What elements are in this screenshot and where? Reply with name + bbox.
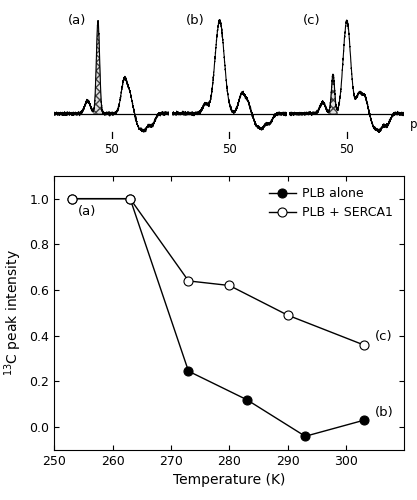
Text: ppm: ppm bbox=[410, 118, 417, 131]
Legend: PLB alone, PLB + SERCA1: PLB alone, PLB + SERCA1 bbox=[264, 182, 398, 224]
Text: (a): (a) bbox=[68, 14, 86, 27]
Text: (b): (b) bbox=[186, 14, 204, 27]
Text: 50: 50 bbox=[104, 143, 119, 156]
Y-axis label: $^{13}$C peak intensity: $^{13}$C peak intensity bbox=[2, 250, 24, 376]
Text: 50: 50 bbox=[339, 143, 354, 156]
Text: 50: 50 bbox=[222, 143, 237, 156]
Text: (c): (c) bbox=[375, 330, 393, 344]
X-axis label: Temperature (K): Temperature (K) bbox=[173, 474, 286, 488]
Text: (b): (b) bbox=[375, 406, 394, 418]
Text: (c): (c) bbox=[303, 14, 321, 27]
Text: (a): (a) bbox=[78, 204, 96, 218]
